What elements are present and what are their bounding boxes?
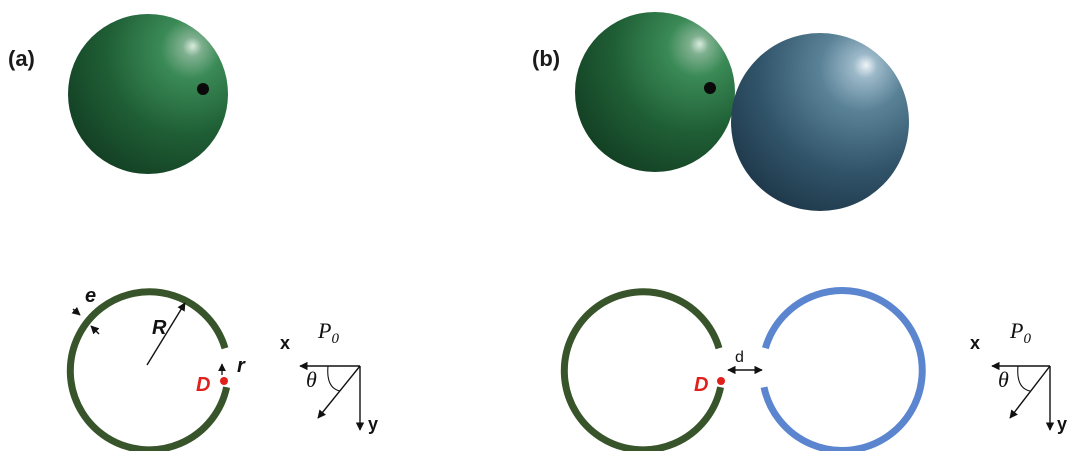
label-P0-b: P0 [1009,318,1031,347]
thickness-arrow-outer [71,306,81,316]
label-P0-a: P0 [317,318,339,347]
label-x-a: x [280,333,290,353]
point-d-a [220,377,228,385]
thickness-arrow-inner [90,325,100,335]
panel-b-label: (b) [532,46,560,71]
theta-direction-b [1009,365,1051,419]
green-sphere-b [575,12,735,172]
blue-sphere-b [731,33,909,211]
theta-arc-a [327,365,341,392]
label-theta-a: θ [306,367,317,392]
theta-direction-a [317,365,361,419]
label-x-b: x [970,333,980,353]
source-dot-a [197,83,209,95]
label-D-a: D [196,374,210,396]
label-r: r [237,355,246,377]
panel-a-label: (a) [8,46,35,71]
label-y-a: y [368,414,378,434]
label-D-b: D [694,374,708,396]
green-shell-b [560,288,725,451]
label-d: d [735,349,744,366]
green-shell-a [66,288,231,451]
green-sphere-a [68,14,228,174]
label-theta-b: θ [998,367,1009,392]
blue-shell-b [760,286,926,451]
theta-arc-b [1017,365,1031,392]
radius-arrow [146,302,186,366]
label-e: e [85,285,96,307]
source-dot-b [704,82,716,94]
label-y-b: y [1057,414,1067,434]
point-d-b [717,377,725,385]
label-R: R [152,317,167,339]
